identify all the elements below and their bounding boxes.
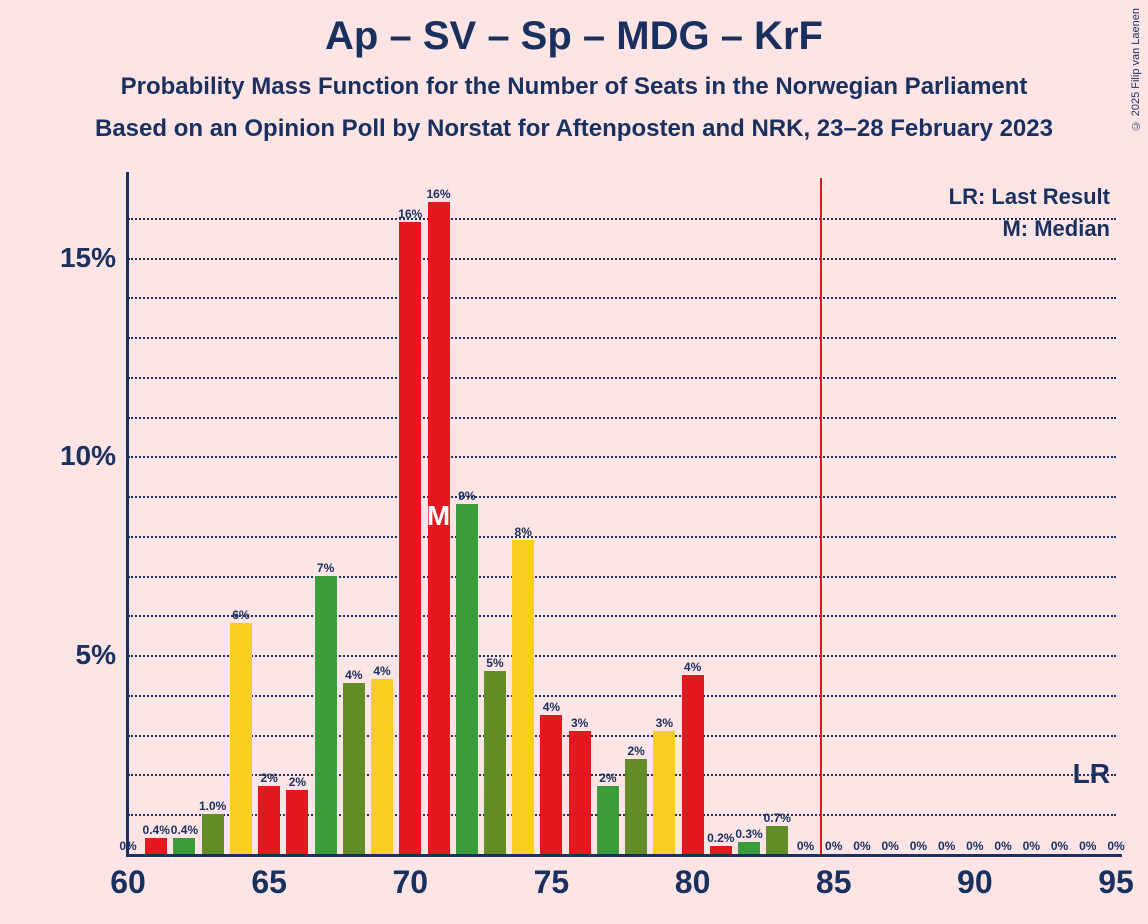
- bar-value-label: 0%: [797, 839, 814, 854]
- bar-value-label: 1.0%: [199, 799, 226, 814]
- bar: 9%: [456, 504, 478, 854]
- grid-line: [128, 377, 1116, 379]
- bar-value-label: 0%: [825, 839, 842, 854]
- bar: 4%: [682, 675, 704, 854]
- bar-value-label: 16%: [426, 187, 450, 202]
- grid-line: [128, 337, 1116, 339]
- chart-plot-area: LR: Last Result M: Median 5%10%15%606570…: [128, 178, 1116, 854]
- bar: 8%: [512, 540, 534, 854]
- legend-m: M: Median: [949, 216, 1110, 242]
- grid-line: [128, 218, 1116, 220]
- bar: 4%: [371, 679, 393, 854]
- bar-value-label: 0%: [910, 839, 927, 854]
- bar: 7%: [315, 576, 337, 854]
- bar: 2%: [597, 786, 619, 854]
- bar: 0.3%: [738, 842, 760, 854]
- x-tick-label: 75: [534, 854, 570, 901]
- bar-value-label: 0.3%: [735, 827, 762, 842]
- x-tick-label: 60: [110, 854, 146, 901]
- bar-value-label: 0%: [994, 839, 1011, 854]
- grid-line: [128, 297, 1116, 299]
- x-tick-label: 85: [816, 854, 852, 901]
- bar: 2%: [286, 790, 308, 854]
- bar-value-label: 6%: [232, 608, 249, 623]
- bar-value-label: 8%: [515, 525, 532, 540]
- grid-line: [128, 536, 1116, 538]
- bar-value-label: 0.7%: [764, 811, 791, 826]
- bar-value-label: 0%: [1023, 839, 1040, 854]
- bar-value-label: 3%: [656, 716, 673, 731]
- bar-value-label: 4%: [543, 700, 560, 715]
- bar-value-label: 4%: [684, 660, 701, 675]
- grid-line: [128, 655, 1116, 657]
- bar-value-label: 2%: [289, 775, 306, 790]
- x-tick-label: 65: [251, 854, 287, 901]
- grid-line: [128, 496, 1116, 498]
- bar-value-label: 0.4%: [143, 823, 170, 838]
- bar: 2%: [258, 786, 280, 854]
- grid-line: [128, 695, 1116, 697]
- bar-value-label: 0%: [938, 839, 955, 854]
- bar: 0.4%: [145, 838, 167, 854]
- bar-value-label: 0%: [881, 839, 898, 854]
- bar-value-label: 9%: [458, 489, 475, 504]
- bar: 4%: [343, 683, 365, 854]
- bar: 4%: [540, 715, 562, 854]
- median-marker: M: [427, 500, 450, 532]
- y-tick-label: 10%: [60, 440, 128, 472]
- bar-value-label: 5%: [486, 656, 503, 671]
- y-tick-label: 15%: [60, 242, 128, 274]
- bar-value-label: 0%: [853, 839, 870, 854]
- bar: 5%: [484, 671, 506, 854]
- chart-subtitle-1: Probability Mass Function for the Number…: [0, 73, 1148, 101]
- bar-value-label: 2%: [260, 771, 277, 786]
- x-axis: [126, 854, 1122, 857]
- bar: 3%: [653, 731, 675, 854]
- bar: 16%: [399, 222, 421, 854]
- x-tick-label: 95: [1098, 854, 1134, 901]
- bar: 0.4%: [173, 838, 195, 854]
- bar-value-label: 0%: [1079, 839, 1096, 854]
- x-tick-label: 70: [392, 854, 428, 901]
- bar-value-label: 3%: [571, 716, 588, 731]
- bar-value-label: 4%: [345, 668, 362, 683]
- bar-value-label: 0%: [1051, 839, 1068, 854]
- grid-line: [128, 456, 1116, 458]
- y-axis: [126, 172, 129, 854]
- copyright-text: © 2025 Filip van Laenen: [1130, 8, 1142, 131]
- bar-value-label: 0%: [1107, 839, 1124, 854]
- bar-value-label: 2%: [627, 744, 644, 759]
- grid-line: [128, 417, 1116, 419]
- grid-line: [128, 258, 1116, 260]
- x-tick-label: 80: [675, 854, 711, 901]
- y-tick-label: 5%: [76, 639, 128, 671]
- bar: 0.2%: [710, 846, 732, 854]
- legend-lr: LR: Last Result: [949, 184, 1110, 210]
- x-tick-label: 90: [957, 854, 993, 901]
- grid-line: [128, 615, 1116, 617]
- bar-value-label: 7%: [317, 561, 334, 576]
- bar-value-label: 0%: [966, 839, 983, 854]
- chart-subtitle-2: Based on an Opinion Poll by Norstat for …: [0, 115, 1148, 143]
- bar-value-label: 2%: [599, 771, 616, 786]
- chart-title: Ap – SV – Sp – MDG – KrF: [0, 0, 1148, 59]
- bar: 1.0%: [202, 814, 224, 854]
- bar: 6%: [230, 623, 252, 854]
- chart-legend: LR: Last Result M: Median: [949, 184, 1110, 242]
- bar-value-label: 16%: [398, 207, 422, 222]
- bar: 2%: [625, 759, 647, 854]
- bar: 0.7%: [766, 826, 788, 854]
- last-result-marker: LR: [1073, 758, 1110, 790]
- grid-line: [128, 735, 1116, 737]
- bar: 3%: [569, 731, 591, 854]
- bar-value-label: 0.4%: [171, 823, 198, 838]
- bar-value-label: 0.2%: [707, 831, 734, 846]
- grid-line: [128, 576, 1116, 578]
- last-result-line: [820, 178, 822, 854]
- bar-value-label: 4%: [373, 664, 390, 679]
